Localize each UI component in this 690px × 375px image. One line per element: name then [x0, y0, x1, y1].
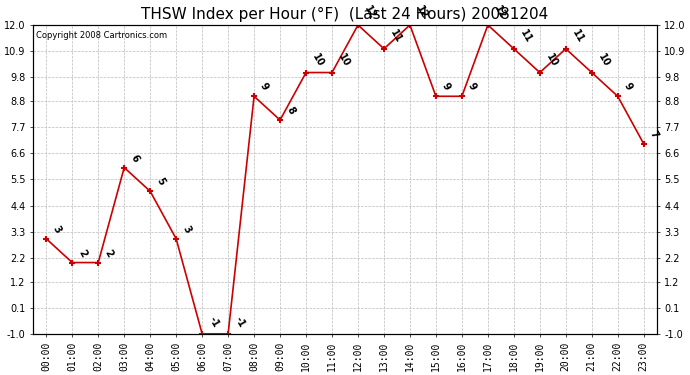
Text: -1: -1 [206, 315, 220, 330]
Text: 11: 11 [570, 28, 585, 45]
Text: 10: 10 [596, 52, 611, 68]
Text: 12: 12 [362, 4, 377, 21]
Text: 9: 9 [440, 81, 452, 92]
Text: 10: 10 [544, 52, 560, 68]
Text: 10: 10 [336, 52, 352, 68]
Text: 9: 9 [466, 81, 478, 92]
Text: 11: 11 [388, 28, 404, 45]
Text: 6: 6 [128, 153, 141, 164]
Text: 8: 8 [284, 105, 296, 116]
Text: 12: 12 [492, 4, 507, 21]
Title: THSW Index per Hour (°F)  (Last 24 Hours) 20081204: THSW Index per Hour (°F) (Last 24 Hours)… [141, 8, 549, 22]
Text: 3: 3 [50, 224, 63, 235]
Text: 9: 9 [622, 81, 634, 92]
Text: 2: 2 [77, 248, 88, 258]
Text: 12: 12 [414, 4, 429, 21]
Text: 9: 9 [258, 81, 270, 92]
Text: 11: 11 [518, 28, 533, 45]
Text: 2: 2 [102, 248, 115, 258]
Text: 5: 5 [155, 176, 166, 187]
Text: 10: 10 [310, 52, 326, 68]
Text: 7: 7 [648, 129, 660, 140]
Text: -1: -1 [233, 315, 246, 330]
Text: Copyright 2008 Cartronics.com: Copyright 2008 Cartronics.com [37, 31, 168, 40]
Text: 3: 3 [180, 224, 193, 235]
